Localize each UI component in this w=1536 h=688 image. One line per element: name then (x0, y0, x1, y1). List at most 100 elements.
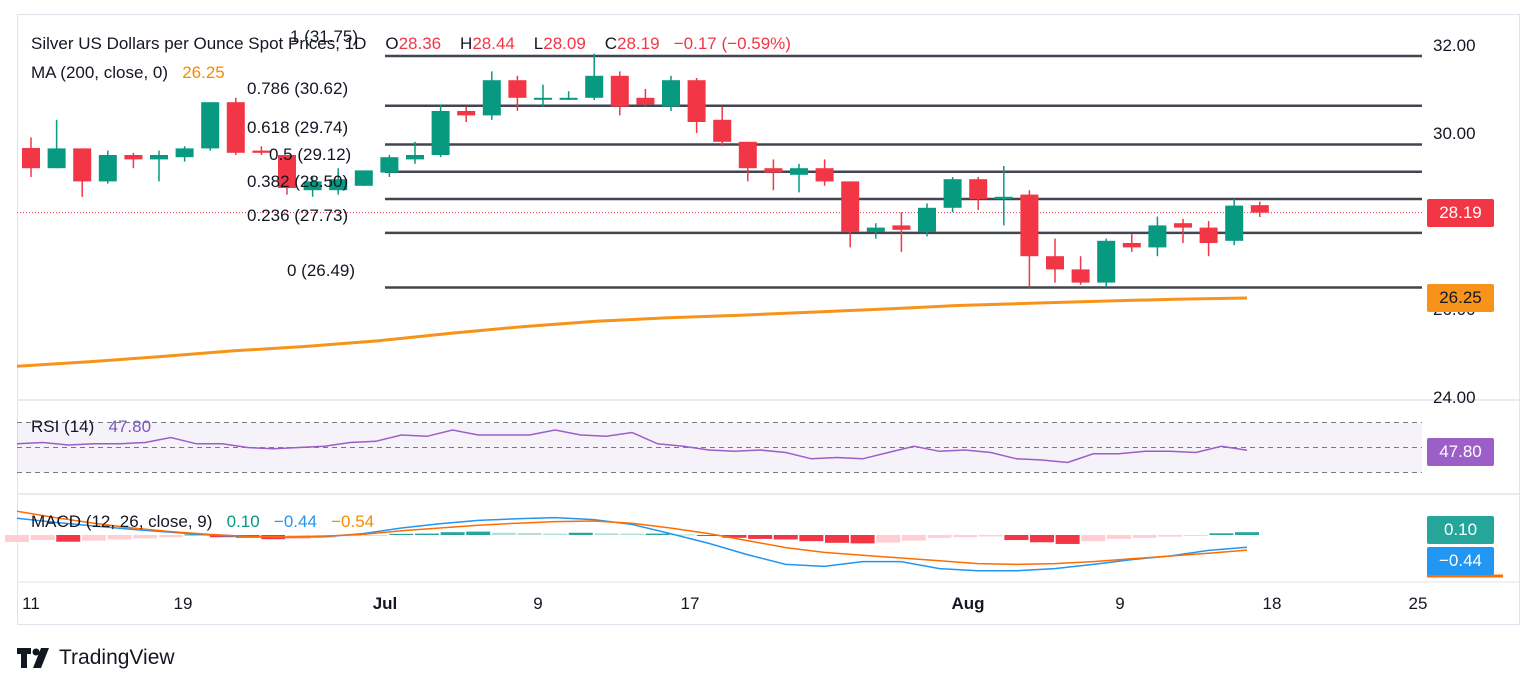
candles (22, 53, 1269, 288)
candle-body (636, 97, 655, 105)
brand-name: TradingView (59, 646, 175, 669)
candle-body (1097, 240, 1116, 283)
macd-hist-bar (56, 535, 81, 542)
candle-body (1020, 194, 1039, 257)
close-label: C (604, 34, 617, 53)
candle-body (662, 80, 680, 107)
fib-label-05: 0.5 (29.12) (269, 145, 352, 164)
macd-hist-bar (30, 535, 55, 541)
candle-body (559, 97, 578, 100)
candle (98, 150, 117, 184)
high-label: H (460, 34, 473, 53)
candle-body (943, 179, 962, 208)
candle-body (585, 75, 604, 98)
macd-hist-bar (645, 533, 670, 535)
rsi-series (16, 429, 1248, 464)
candle (559, 91, 578, 100)
candle-body (329, 179, 348, 191)
close-value: 28.19 (617, 34, 660, 53)
candle-body (1199, 227, 1218, 243)
candle-body (610, 75, 629, 107)
macd-hist-bar (5, 535, 29, 542)
candle (866, 223, 885, 239)
macd-hist-bar (696, 535, 721, 536)
candle-body (1046, 256, 1064, 270)
tradingview-logo-icon (17, 648, 49, 668)
rsi-label: RSI (14) (31, 417, 95, 436)
candle-body (1250, 205, 1269, 213)
rsi-value: 47.80 (108, 417, 152, 436)
candle (815, 159, 834, 186)
fib-label-0786: 0.786 (30.62) (247, 79, 349, 98)
macd-hist-bar (466, 531, 491, 535)
candle-body (175, 148, 194, 158)
fib-label-0618: 0.618 (29.74) (247, 118, 349, 137)
candle (943, 177, 962, 213)
candle-body (713, 119, 732, 142)
ma-label: MA (200, close, 0) (31, 63, 169, 82)
x-tick-label: Jul (373, 594, 398, 613)
macd-hist-bar (1030, 535, 1054, 543)
symbol-title: Silver US Dollars per Ounce Spot Prices,… (31, 34, 367, 53)
candle (175, 146, 194, 162)
candle (662, 75, 680, 111)
candle-body (918, 207, 936, 232)
macd-line-tag: −0.44 (1427, 547, 1494, 575)
macd-hist-bar (517, 533, 542, 535)
macd-hist-bar (543, 533, 568, 535)
candle-body (764, 168, 783, 173)
candle-body (354, 170, 373, 186)
low-value: 28.09 (543, 34, 586, 53)
candle-body (47, 148, 66, 169)
macd-hist-value: 0.10 (226, 512, 260, 531)
macd-hist-bar (158, 535, 183, 538)
candle-body (406, 155, 424, 160)
macd-hist-bar (1158, 535, 1183, 537)
macd-hist-bar (389, 533, 414, 535)
macd-hist-bar (748, 535, 773, 539)
macd-hist-bar (799, 535, 824, 542)
candle-body (124, 155, 143, 160)
x-tick-label: 11 (22, 594, 40, 613)
fib-label-0236: 0.236 (27.73) (247, 206, 349, 225)
candle-body (73, 148, 92, 182)
candle-body (1225, 205, 1244, 241)
fib-levels (17, 54, 1422, 289)
macd-hist-bar (184, 534, 209, 536)
macd-hist-bar (415, 533, 439, 535)
candle-body (1071, 269, 1090, 283)
candle-body (815, 168, 834, 182)
macd-label: MACD (12, 26, close, 9) (31, 512, 213, 531)
candle-body (892, 225, 911, 230)
chart-frame (17, 14, 1520, 625)
macd-hist-bar (1055, 535, 1080, 544)
candle (790, 163, 808, 193)
macd-hist-bar (1235, 532, 1259, 535)
macd-hist-bar (722, 535, 747, 538)
price-legend: Silver US Dollars per Ounce Spot Prices,… (31, 34, 791, 54)
candle (226, 97, 245, 155)
candle (406, 141, 424, 164)
candle (22, 137, 40, 177)
ma-value: 26.25 (182, 63, 225, 82)
candle-body (841, 181, 860, 232)
candle (1122, 234, 1141, 252)
candle-body (534, 97, 552, 100)
rsi-price-tag: 47.80 (1427, 438, 1494, 466)
macd-hist-bar (1209, 533, 1234, 535)
macd-hist-bar (363, 535, 388, 536)
candle (713, 106, 732, 147)
ma-200-series (16, 296, 1248, 368)
macd-pane (5, 510, 1503, 578)
candle (252, 146, 271, 155)
fib-label-0: 0 (26.49) (287, 261, 356, 280)
high-value: 28.44 (472, 34, 515, 53)
candle (1071, 256, 1090, 285)
macd-hist-bar (81, 535, 106, 541)
macd-hist-bar (953, 535, 978, 538)
candle-body (380, 157, 399, 173)
candle (1148, 216, 1167, 257)
tradingview-logo[interactable]: TradingView (17, 645, 175, 671)
change-value: −0.17 (−0.59%) (673, 34, 791, 53)
